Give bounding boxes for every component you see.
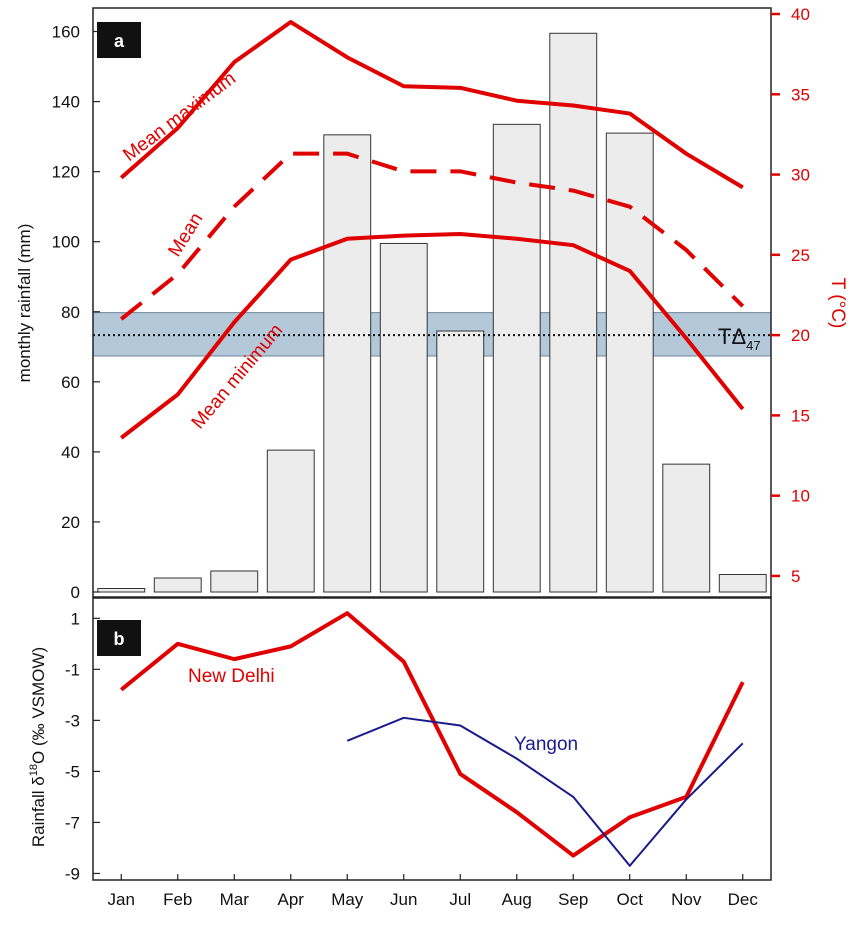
rainfall-bar-nov — [662, 463, 711, 593]
temperature-line-mean — [120, 151, 745, 321]
month-tick-jan: Jan — [108, 890, 135, 909]
temperature-axis-label: T (°C) — [827, 278, 848, 329]
rainfall-tick-160: 160 — [52, 23, 80, 42]
isotope-line-new-delhi — [119, 611, 745, 858]
rainfall-tick-40: 40 — [61, 443, 80, 462]
rainfall-bar-feb — [153, 577, 202, 593]
month-tick-jun: Jun — [390, 890, 417, 909]
temperature-tick-10: 10 — [791, 487, 810, 506]
isotope-tick--9: -9 — [65, 864, 80, 883]
rainfall-axis-label: monthly rainfall (mm) — [15, 224, 34, 383]
month-tick-sep: Sep — [558, 890, 588, 909]
month-tick-feb: Feb — [163, 890, 192, 909]
rainfall-bar-oct — [605, 132, 654, 593]
rainfall-bar-jul — [436, 330, 485, 593]
temperature-tick-25: 25 — [791, 246, 810, 265]
isotope-line-yangon — [346, 716, 744, 867]
month-tick-aug: Aug — [502, 890, 532, 909]
panel-a-label: a — [114, 31, 125, 51]
month-tick-mar: Mar — [220, 890, 250, 909]
isotope-tick-1: 1 — [71, 609, 80, 628]
temperature-tick-15: 15 — [791, 406, 810, 425]
month-tick-may: May — [331, 890, 364, 909]
yangon-label: Yangon — [514, 734, 578, 755]
panel-b-frame — [92, 597, 772, 881]
month-tick-oct: Oct — [617, 890, 644, 909]
temperature-line-mean-minimum — [120, 231, 745, 440]
rainfall-bar-jan — [97, 587, 146, 593]
rainfall-bar-dec — [718, 573, 767, 593]
t-delta47-label: TΔ47 — [718, 324, 761, 353]
rainfall-tick-100: 100 — [52, 233, 80, 252]
rainfall-tick-80: 80 — [61, 303, 80, 322]
rainfall-bar-jun — [379, 242, 428, 593]
temperature-tick-40: 40 — [791, 5, 810, 24]
rainfall-tick-0: 0 — [71, 583, 80, 602]
rainfall-bars — [97, 32, 767, 593]
rainfall-tick-20: 20 — [61, 513, 80, 532]
isotope-axis-label: Rainfall δ18O (‰ VSMOW) — [28, 647, 48, 847]
isotope-tick--7: -7 — [65, 813, 80, 832]
temperature-tick-30: 30 — [791, 166, 810, 185]
isotope-tick--5: -5 — [65, 762, 80, 781]
rainfall-tick-60: 60 — [61, 373, 80, 392]
isotope-axis: 1 -1 -3 -5 -7 -9 — [65, 609, 100, 883]
temperature-axis: 5 10 15 20 25 30 35 40 — [771, 5, 810, 586]
label-mean: Mean — [164, 209, 207, 260]
month-tick-apr: Apr — [278, 890, 305, 909]
rainfall-tick-140: 140 — [52, 93, 80, 112]
isotope-tick--1: -1 — [65, 660, 80, 679]
rainfall-bar-mar — [210, 570, 259, 593]
panel-a-badge — [97, 22, 141, 58]
rainfall-bar-aug — [492, 123, 541, 593]
month-tick-nov: Nov — [671, 890, 702, 909]
label-mean-maximum: Mean maximum — [119, 68, 240, 166]
rainfall-axis: 0 20 40 60 80 100 120 140 160 — [52, 23, 100, 602]
panel-a-frame — [92, 7, 772, 598]
panel-b-label: b — [114, 629, 125, 649]
panel-b-badge — [97, 620, 141, 656]
month-axis: Jan Feb Mar Apr May Jun Jul Aug Sep Oct Nov Dec — [108, 874, 759, 909]
panel-b: 1 -1 -3 -5 -7 -9 b Rainfall δ18O (‰ VSMOW) Ne… — [28, 597, 772, 883]
isotope-tick--3: -3 — [65, 711, 80, 730]
rainfall-bar-sep — [549, 32, 598, 593]
isotope-lines — [119, 611, 745, 867]
month-tick-dec: Dec — [728, 890, 759, 909]
rainfall-tick-120: 120 — [52, 163, 80, 182]
temperature-tick-5: 5 — [791, 567, 800, 586]
temperature-curves — [119, 20, 745, 440]
rainfall-bar-apr — [266, 449, 315, 593]
temperature-tick-35: 35 — [791, 85, 810, 104]
month-tick-jul: Jul — [449, 890, 471, 909]
temperature-line-mean-maximum — [119, 20, 744, 190]
temperature-tick-20: 20 — [791, 326, 810, 345]
new-delhi-label: New Delhi — [188, 666, 275, 687]
rainfall-bar-may — [323, 134, 372, 593]
